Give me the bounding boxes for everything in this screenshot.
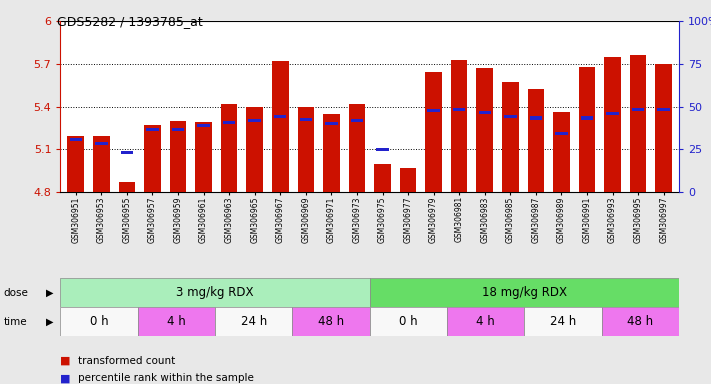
Bar <box>476 68 493 192</box>
Bar <box>370 307 447 336</box>
Text: transformed count: transformed count <box>78 356 176 366</box>
Bar <box>602 307 679 336</box>
Bar <box>632 108 644 111</box>
Text: percentile rank within the sample: percentile rank within the sample <box>78 373 254 383</box>
Bar <box>502 82 518 192</box>
Bar <box>323 114 340 192</box>
Bar <box>297 106 314 192</box>
Bar <box>376 148 389 151</box>
Bar <box>374 164 391 192</box>
Text: 4 h: 4 h <box>167 315 186 328</box>
Bar <box>292 307 370 336</box>
Text: ▶: ▶ <box>46 316 54 327</box>
Bar <box>221 104 237 192</box>
Bar <box>121 151 133 154</box>
Text: time: time <box>4 316 27 327</box>
Bar <box>60 307 138 336</box>
Text: 18 mg/kg RDX: 18 mg/kg RDX <box>482 286 567 299</box>
Bar <box>479 111 491 114</box>
Bar <box>656 64 672 192</box>
Text: ■: ■ <box>60 373 71 383</box>
Bar <box>138 307 215 336</box>
Bar <box>453 108 466 111</box>
Text: 3 mg/kg RDX: 3 mg/kg RDX <box>176 286 254 299</box>
Bar <box>247 106 263 192</box>
Bar <box>274 115 287 118</box>
Bar <box>370 278 679 307</box>
Bar <box>528 89 544 192</box>
Bar <box>119 182 135 192</box>
Bar <box>579 67 595 192</box>
Bar <box>272 61 289 192</box>
Text: 48 h: 48 h <box>318 315 344 328</box>
Bar <box>427 109 440 113</box>
Bar <box>170 121 186 192</box>
Bar <box>555 132 567 135</box>
Bar <box>351 119 363 122</box>
Text: dose: dose <box>4 288 28 298</box>
Bar <box>348 104 365 192</box>
Bar <box>60 278 370 307</box>
Bar <box>93 136 109 192</box>
Text: GDS5282 / 1393785_at: GDS5282 / 1393785_at <box>57 15 203 28</box>
Bar <box>553 112 570 192</box>
Bar <box>223 121 235 124</box>
Bar <box>604 57 621 192</box>
Bar <box>400 168 417 192</box>
Bar <box>447 307 524 336</box>
Bar <box>198 124 210 127</box>
Bar <box>581 116 593 119</box>
Bar <box>248 119 261 122</box>
Bar <box>215 307 292 336</box>
Text: 0 h: 0 h <box>90 315 108 328</box>
Text: 24 h: 24 h <box>240 315 267 328</box>
Text: 24 h: 24 h <box>550 315 576 328</box>
Bar <box>172 128 184 131</box>
Bar <box>299 118 312 121</box>
Bar <box>530 116 542 119</box>
Bar <box>425 73 442 192</box>
Text: 4 h: 4 h <box>476 315 495 328</box>
Text: 0 h: 0 h <box>399 315 417 328</box>
Bar <box>144 125 161 192</box>
Bar <box>504 115 516 118</box>
Text: 48 h: 48 h <box>627 315 653 328</box>
Bar <box>451 60 468 192</box>
Bar <box>606 112 619 115</box>
Bar <box>658 108 670 111</box>
Text: ■: ■ <box>60 356 71 366</box>
Bar <box>68 136 84 192</box>
Bar <box>524 307 602 336</box>
Text: ▶: ▶ <box>46 288 54 298</box>
Bar <box>146 128 159 131</box>
Bar <box>70 138 82 141</box>
Bar <box>196 122 212 192</box>
Bar <box>325 122 338 125</box>
Bar <box>630 55 646 192</box>
Bar <box>95 142 107 145</box>
